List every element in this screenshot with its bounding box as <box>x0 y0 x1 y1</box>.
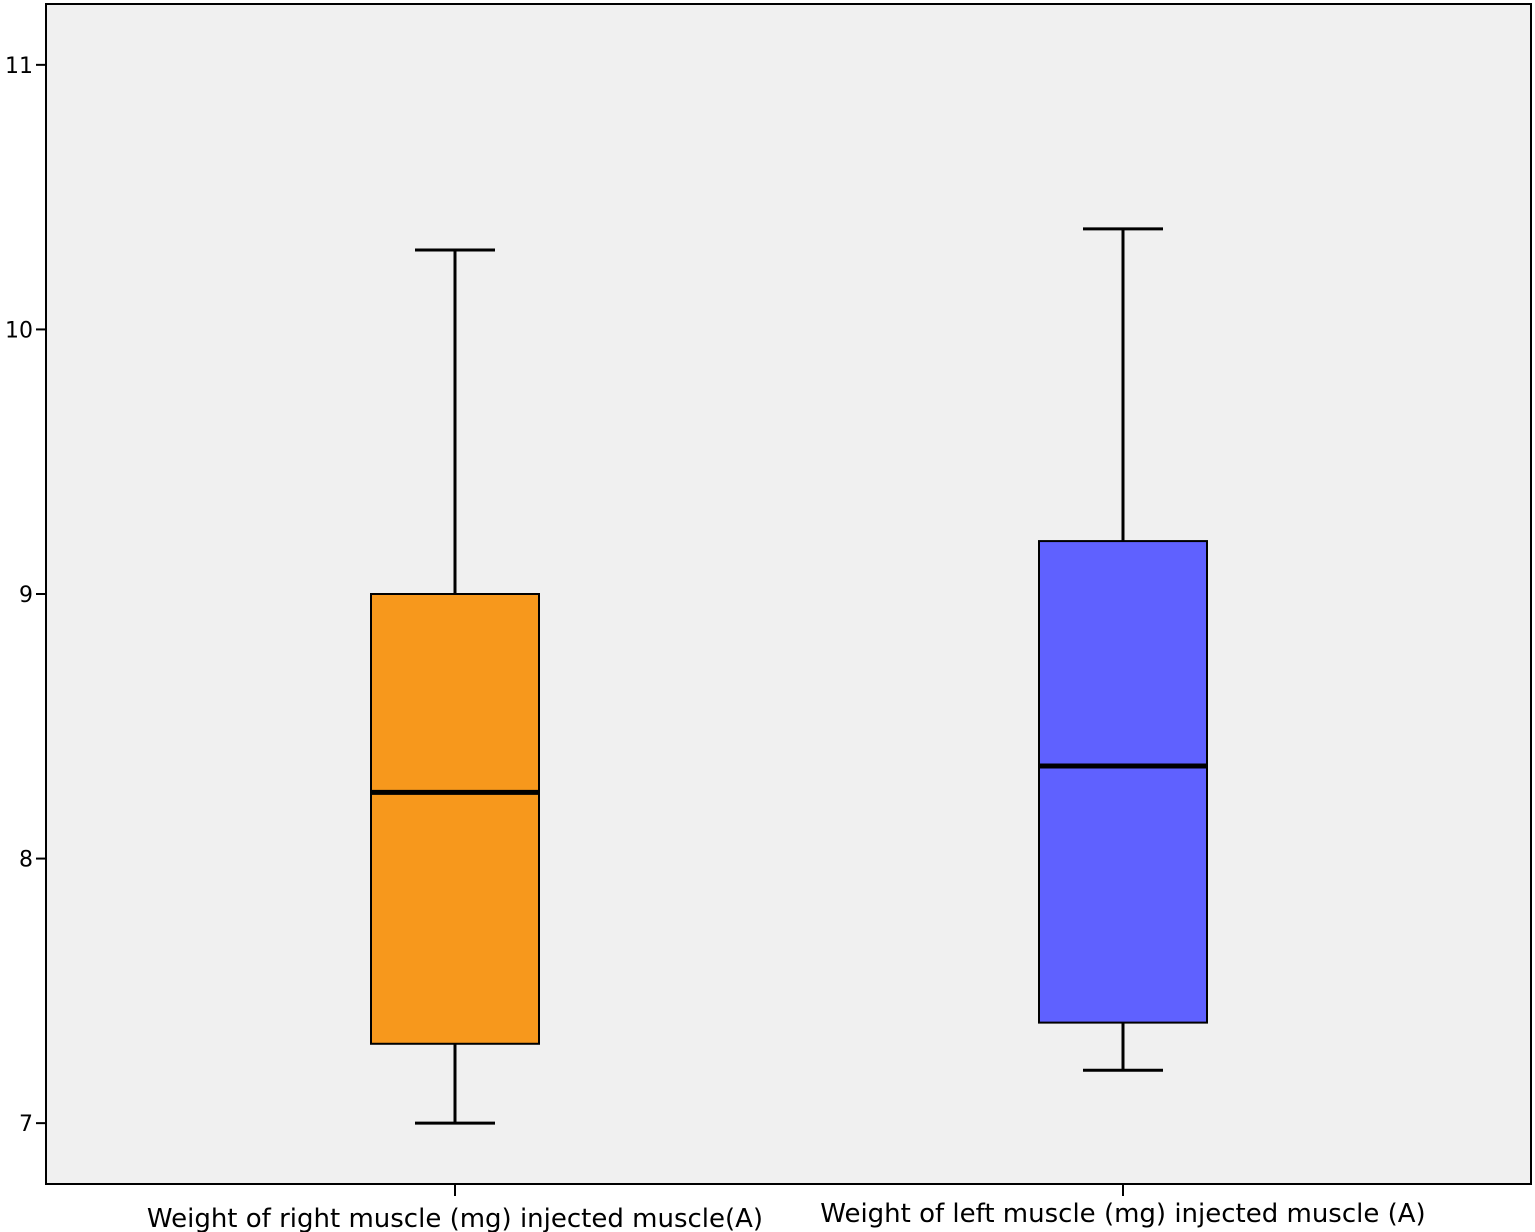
iqr-box <box>1038 540 1208 1024</box>
plot-area <box>45 3 1532 1185</box>
y-tick-label: 10 <box>5 318 33 343</box>
y-axis: 7 8 9 10 11 <box>5 54 46 1137</box>
y-tick-label: 9 <box>19 583 33 608</box>
box-group <box>1038 227 1208 1072</box>
y-tick-label: 11 <box>5 54 33 79</box>
x-category-label: Weight of right muscle (mg) injected mus… <box>147 1204 763 1232</box>
y-tick-label: 8 <box>19 848 33 873</box>
iqr-box <box>370 593 540 1045</box>
boxes-group <box>370 227 1208 1125</box>
y-tick-label: 7 <box>19 1112 33 1137</box>
x-category-label: Weight of left muscle (mg) injected musc… <box>820 1199 1425 1229</box>
x-axis: Weight of right muscle (mg) injected mus… <box>147 1184 1426 1232</box>
box-group <box>370 248 540 1125</box>
